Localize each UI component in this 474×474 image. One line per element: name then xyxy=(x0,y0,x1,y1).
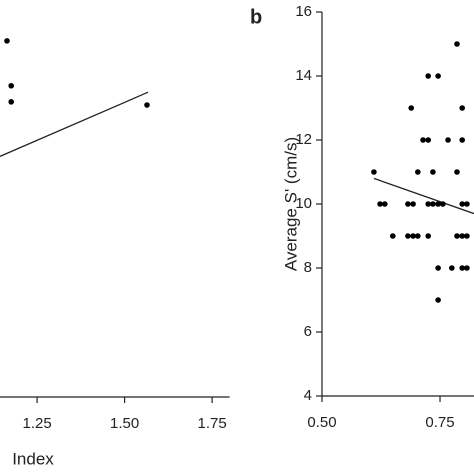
point xyxy=(459,137,465,143)
point xyxy=(440,201,446,207)
y-tick-label: 12 xyxy=(295,131,312,148)
y-axis-label: Average S' (cm/s) xyxy=(281,137,300,271)
point xyxy=(435,73,441,79)
point xyxy=(464,265,470,271)
point xyxy=(449,265,455,271)
x-axis-label: Index xyxy=(12,449,54,468)
point xyxy=(8,82,14,89)
point xyxy=(425,201,432,207)
point xyxy=(425,137,432,143)
y-tick-label: 14 xyxy=(295,67,312,84)
point xyxy=(430,201,436,207)
point xyxy=(420,137,426,143)
point xyxy=(144,102,150,108)
point xyxy=(425,233,432,239)
x-tick-label: 1.75 xyxy=(197,415,226,432)
point xyxy=(464,201,470,207)
y-tick-label: 16 xyxy=(295,3,312,20)
x-tick-label: 1.50 xyxy=(110,415,139,432)
trendline xyxy=(373,177,474,215)
point xyxy=(459,265,465,271)
point xyxy=(430,169,436,175)
point xyxy=(4,38,10,44)
point xyxy=(435,265,441,271)
point xyxy=(454,41,460,47)
point xyxy=(415,233,421,239)
point xyxy=(464,233,470,239)
point xyxy=(390,233,396,239)
panel-label: b xyxy=(250,6,262,28)
x-tick-label: 1.25 xyxy=(22,415,51,432)
point xyxy=(8,99,14,105)
point xyxy=(410,201,416,207)
point xyxy=(459,233,465,239)
y-tick-label: 8 xyxy=(304,259,312,276)
point xyxy=(459,105,465,111)
y-tick-label: 4 xyxy=(304,387,312,404)
point xyxy=(377,201,383,207)
y-tick-label: 10 xyxy=(295,195,312,212)
point xyxy=(435,297,441,303)
x-tick-label: 0.50 xyxy=(307,414,336,431)
point xyxy=(410,233,416,239)
x-tick-label: 0.75 xyxy=(425,414,454,431)
point xyxy=(445,137,451,143)
point xyxy=(405,201,411,207)
point xyxy=(454,169,460,175)
point xyxy=(435,201,441,207)
point xyxy=(454,233,460,239)
point xyxy=(425,73,432,79)
point xyxy=(381,201,388,207)
point xyxy=(415,169,421,175)
point xyxy=(408,105,415,111)
point xyxy=(405,233,411,239)
point xyxy=(371,169,377,175)
trendline xyxy=(0,91,149,157)
y-tick-label: 6 xyxy=(304,323,312,340)
point xyxy=(459,201,465,207)
